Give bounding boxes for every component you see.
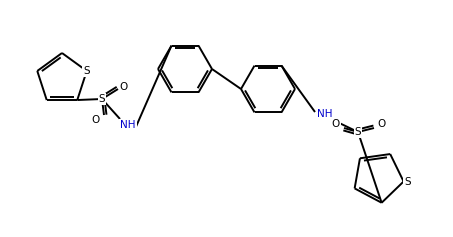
Text: S: S (404, 177, 411, 187)
Text: O: O (120, 82, 128, 92)
Text: S: S (355, 127, 361, 137)
Text: S: S (99, 94, 105, 104)
Text: NH: NH (120, 120, 136, 130)
Text: O: O (332, 119, 340, 129)
Text: S: S (83, 66, 90, 76)
Text: O: O (378, 119, 386, 129)
Text: NH: NH (317, 109, 333, 119)
Text: O: O (92, 115, 100, 125)
